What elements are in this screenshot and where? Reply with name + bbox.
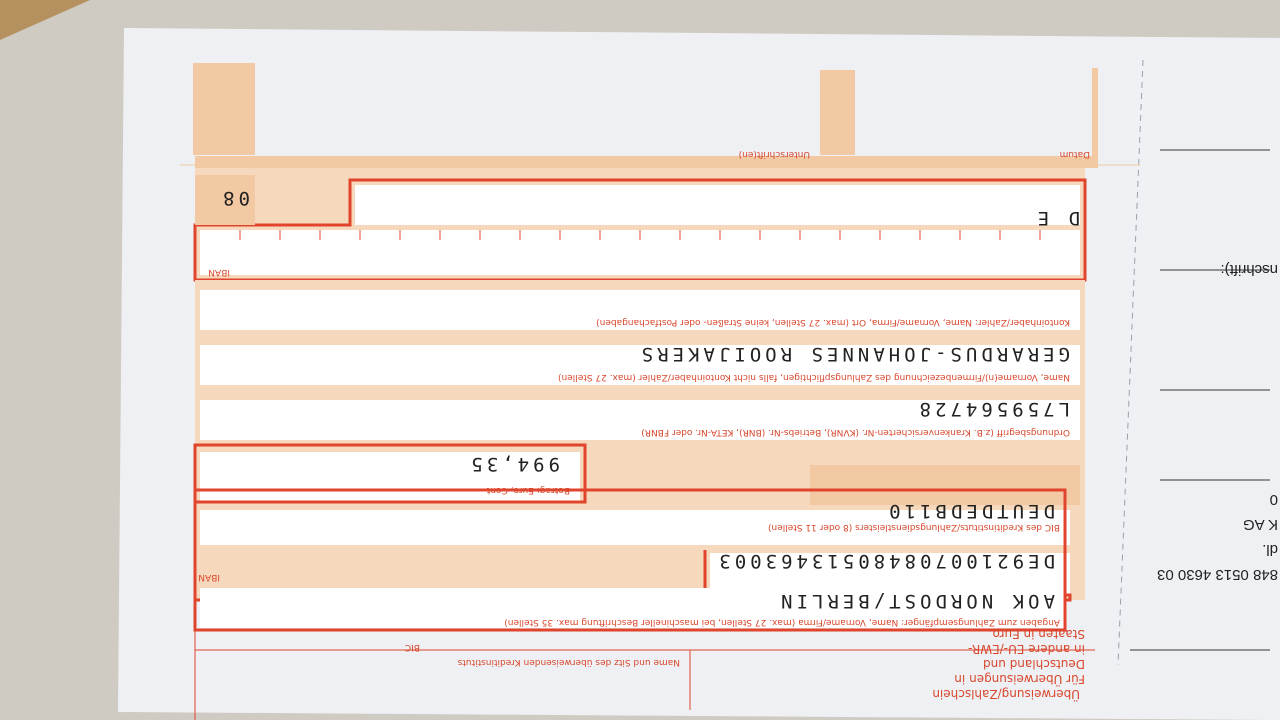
transfer-form: Überweisung/Zahlschein Für Überweisungen… <box>180 63 1270 720</box>
bic-label: BIC des Kreditinstituts/Zahlungsdienstle… <box>768 522 1060 532</box>
signature-band <box>195 156 1095 168</box>
stub-line-4: 0 <box>1270 491 1278 508</box>
iban-value: DE92100708480513463003 <box>715 550 1055 572</box>
notice-line-2: Deutschland und <box>983 657 1085 671</box>
signature-label: Unterschrift(en) <box>739 149 810 159</box>
recipient-field <box>200 588 1065 628</box>
amount-frame <box>193 443 587 504</box>
bic-top-label: BIC <box>405 642 420 652</box>
stub-line-3: K AG <box>1243 516 1278 533</box>
iban-payer-label: IBAN <box>208 267 230 277</box>
cell-ticks <box>239 230 1041 240</box>
notice-line-4: Staaten in Euro. <box>989 627 1085 641</box>
iban-field <box>200 510 1070 545</box>
recipient-label: Angaben zum Zahlungsempfänger: Name, Vor… <box>504 617 1060 627</box>
notice-line-1: Für Überweisungen in <box>954 672 1085 688</box>
payer-name-field <box>200 345 1080 385</box>
bic-value: DEUTDEDB110 <box>885 500 1055 522</box>
code-block <box>195 175 255 225</box>
form-title: Überweisung/Zahlschein <box>932 687 1080 703</box>
payer-name-label: Name, Vorname(n)/Firmenbezeichnung des Z… <box>558 372 1070 382</box>
signature-mid-block <box>820 70 855 155</box>
stub-line-1: 848 0513 4630 03 <box>1157 566 1278 583</box>
stub-lines <box>1130 149 1270 651</box>
stub-panel: 848 0513 4630 03 dl. K AG 0 nschrift): <box>1157 261 1278 583</box>
account-holder-field <box>200 290 1080 330</box>
iban-payer-prefix: D E <box>1034 207 1080 229</box>
amount-field <box>200 452 580 502</box>
amount-label: Betrag: Euro, Cent <box>486 485 570 495</box>
perforation-line <box>1117 59 1144 666</box>
recipient-value: AOK NORDOST/BERLIN <box>777 590 1055 612</box>
signature-left-block <box>193 63 255 155</box>
reference-label: Ordnungsbegriff (z.B. Krankenversicherte… <box>641 427 1070 437</box>
bank-name-label: Name und Sitz des überweisenden Kreditin… <box>457 657 680 667</box>
stub-line-2: dl. <box>1262 541 1278 558</box>
iban-label: IBAN <box>198 572 220 582</box>
recipient-frame <box>193 488 1067 632</box>
stub-label: nschrift): <box>1220 261 1278 278</box>
reference-field <box>200 400 1080 440</box>
payer-name-value: GERARDUS-JOHANNES ROOIJAKERS <box>638 343 1070 365</box>
reference-value: L759564728 <box>916 398 1070 420</box>
code-value: 08 <box>219 187 250 209</box>
notice-line-3: in andere EU-/EWR- <box>968 642 1085 656</box>
table-corner <box>0 0 90 40</box>
amount-value: 994,35 <box>467 453 560 475</box>
date-label: Datum <box>1060 149 1090 159</box>
account-holder-label: Kontoinhaber/Zahler: Name, Vorname/Firma… <box>596 317 1070 327</box>
